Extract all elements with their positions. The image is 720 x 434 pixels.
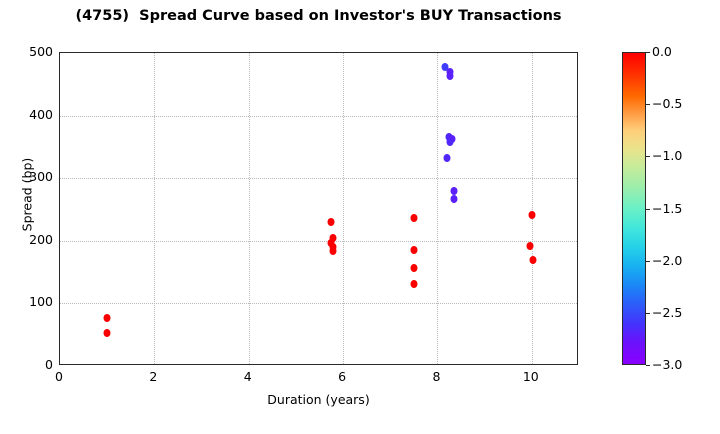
x-axis-label: Duration (years)	[267, 392, 370, 407]
colorbar-tick-label: −2.5	[652, 304, 683, 320]
scatter-point	[446, 71, 454, 80]
plot-area	[59, 52, 578, 365]
scatter-point	[450, 195, 458, 204]
scatter-point	[410, 263, 418, 272]
scatter-point	[329, 233, 337, 242]
y-tick-label: 100	[29, 294, 53, 310]
scatter-point	[450, 187, 458, 196]
y-tick-label: 400	[29, 106, 53, 122]
gridline-vertical	[531, 53, 533, 364]
scatter-point	[103, 314, 111, 323]
gridline-horizontal	[60, 240, 577, 242]
y-tick-label: 500	[29, 43, 53, 59]
gridline-vertical	[248, 53, 250, 364]
colorbar-gradient	[622, 52, 646, 365]
x-tick-label: 6	[338, 369, 347, 384]
scatter-point	[327, 218, 335, 227]
gridline-vertical	[343, 53, 345, 364]
colorbar-tick-label: −1.5	[652, 200, 683, 216]
scatter-point	[410, 214, 418, 223]
colorbar-tick-label: 0.0	[652, 43, 672, 59]
scatter-point	[329, 243, 337, 252]
scatter-point	[529, 255, 537, 264]
y-tick-label: 0	[45, 356, 53, 372]
y-tick-label: 300	[29, 168, 53, 184]
y-axis-tick-labels: 0 100 200 300 400 500	[6, 45, 53, 370]
scatter-point	[410, 245, 418, 254]
colorbar-tickmark	[646, 104, 650, 106]
y-axis-label: Spread (bp)	[19, 157, 35, 232]
scatter-point	[410, 279, 418, 288]
gridline-horizontal	[60, 115, 577, 117]
colorbar-tickmark	[646, 365, 650, 366]
x-tick-label: 4	[243, 369, 252, 384]
gridline-vertical	[154, 53, 156, 364]
scatter-point	[103, 328, 111, 337]
y-tick-label: 200	[29, 231, 53, 247]
colorbar-tickmark	[646, 260, 650, 262]
colorbar-tick-label: −0.5	[652, 95, 683, 111]
colorbar-tickmark	[646, 52, 650, 53]
colorbar-tickmark	[646, 208, 650, 210]
scatter-point	[443, 153, 451, 162]
colorbar: 0.0 −0.5 −1.0 −1.5 −2.0 −2.5 −3.0	[622, 45, 682, 370]
x-tick-label: 8	[432, 369, 441, 384]
scatter-point	[329, 247, 337, 256]
x-tick-label: 10	[522, 369, 539, 384]
gridline-vertical	[437, 53, 439, 364]
gridline-horizontal	[60, 303, 577, 305]
chart-figure: (4755) Spread Curve based on Investor's …	[6, 8, 683, 407]
chart-title: (4755) Spread Curve based on Investor's …	[75, 8, 562, 24]
colorbar-tick-label: −1.0	[652, 148, 683, 164]
scatter-point	[327, 238, 335, 247]
colorbar-tick-label: −2.0	[652, 252, 683, 268]
scatter-point	[528, 211, 536, 220]
x-tick-label: 0	[55, 369, 63, 384]
x-axis-tick-labels: 0 2 4 6 8 10	[55, 369, 578, 389]
scatter-point	[446, 137, 454, 146]
colorbar-tickmark	[646, 312, 650, 314]
colorbar-tickmark	[646, 156, 650, 158]
colorbar-tick-label: −3.0	[652, 356, 683, 372]
x-tick-label: 2	[149, 369, 158, 384]
scatter-point	[526, 241, 534, 250]
scatter-point	[441, 62, 449, 71]
gridline-horizontal	[60, 178, 577, 180]
